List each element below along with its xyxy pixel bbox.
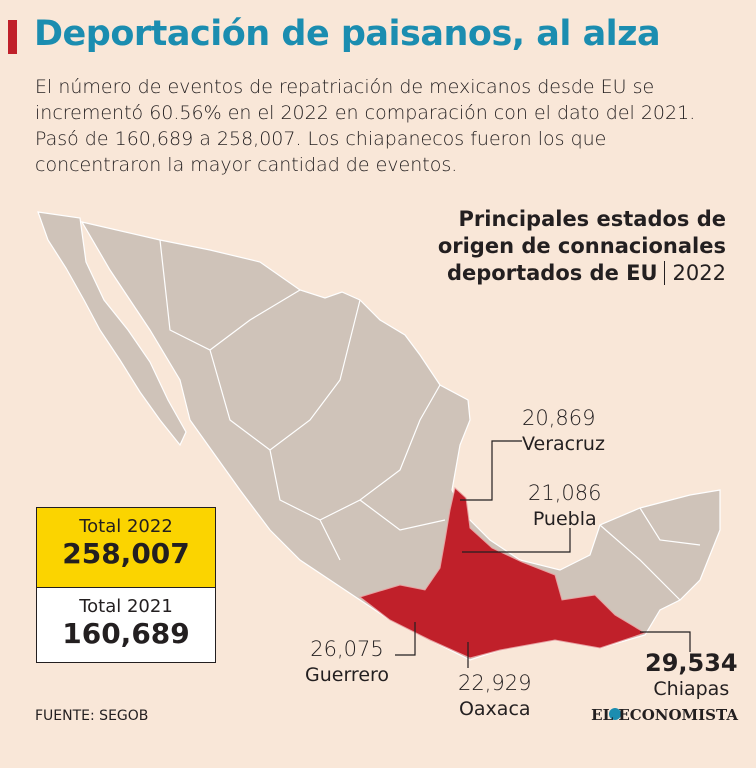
- leader-line: [395, 622, 416, 656]
- total-value: 258,007: [62, 537, 190, 570]
- state-value: 22,929: [458, 671, 532, 695]
- subtitle-line: deportados de EU 2022: [438, 260, 726, 287]
- state-label: 20,869 Veracruz: [522, 405, 605, 457]
- intro: El número de eventos de repatriación de …: [35, 76, 696, 176]
- subtitle-line: Principales estados de: [458, 207, 727, 231]
- title-accent: [8, 20, 17, 54]
- state-label: 26,075 Guerrero: [305, 636, 389, 688]
- mainland: [80, 221, 721, 661]
- highlighted-states: [358, 487, 647, 659]
- state-name: Chiapas: [653, 678, 730, 700]
- title: Deportación de paisanos, al alza: [34, 14, 661, 54]
- leader-line: [462, 528, 571, 553]
- state-value: 20,869: [522, 406, 596, 430]
- total-box: Total 2022 258,007: [36, 507, 216, 589]
- state-value: 29,534: [645, 649, 738, 677]
- total-value: 160,689: [62, 617, 190, 650]
- state-label: 29,534 Chiapas: [645, 650, 738, 702]
- map-subtitle: Principales estados de origen de connaci…: [438, 206, 726, 287]
- brand-icon: [609, 708, 621, 720]
- baja-california: [37, 211, 187, 447]
- source: FUENTE: SEGOB: [35, 708, 149, 724]
- brand: EL ECONOMISTA: [591, 706, 738, 724]
- state-value: 26,075: [310, 637, 384, 661]
- state-name: Guerrero: [305, 664, 390, 686]
- state-name: Puebla: [532, 508, 597, 530]
- total-label: Total 2021: [79, 596, 173, 617]
- state-name: Veracruz: [522, 433, 605, 455]
- subtitle-line: deportados de EU: [446, 261, 658, 285]
- state-label: 21,086 Puebla: [528, 480, 601, 532]
- state-borders: [159, 239, 701, 601]
- state-value: 21,086: [528, 481, 602, 505]
- state-name: Oaxaca: [458, 698, 531, 720]
- total-box: Total 2021 160,689: [36, 587, 216, 663]
- leader-line: [460, 440, 522, 501]
- year: 2022: [663, 261, 726, 285]
- total-label: Total 2022: [79, 516, 173, 537]
- leader-line: [640, 631, 691, 652]
- subtitle-line: origen de connacionales: [437, 234, 726, 258]
- state-label: 22,929 Oaxaca: [458, 670, 531, 722]
